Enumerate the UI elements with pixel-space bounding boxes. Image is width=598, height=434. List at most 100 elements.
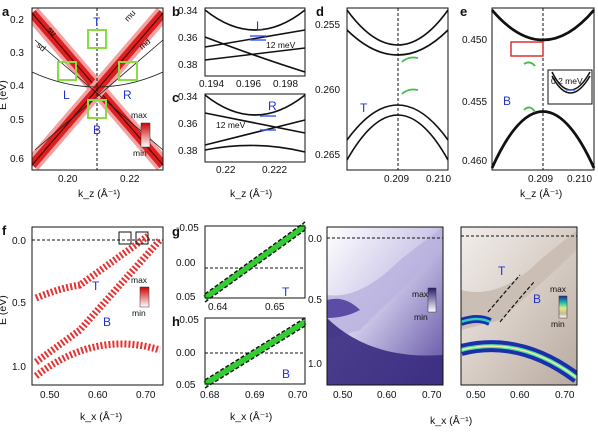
panel-j: j T B max min 0.50 0.60 0.70 [460,226,578,401]
svg-text:0.6: 0.6 [10,154,24,165]
svg-text:0.0: 0.0 [12,236,26,247]
ticks-e-y: 0.450 0.455 0.460 [462,35,487,167]
svg-text:0.70: 0.70 [136,390,156,401]
panel-label-g: g [172,224,180,239]
svg-text:0.69: 0.69 [245,390,265,401]
ticks-i-y: 0.0 0.5 1.0 [308,234,322,370]
svg-text:0.209: 0.209 [384,174,409,185]
svg-text:0.2: 0.2 [10,15,24,26]
panel-label-c: c [172,90,179,105]
svg-text:0.460: 0.460 [462,156,487,167]
panel-label-f: f [2,223,7,238]
svg-text:0.194: 0.194 [199,79,224,90]
svg-text:0.209: 0.209 [528,174,553,185]
node-label-f-B: B [103,315,111,329]
ticks-i-x: 0.50 0.60 0.70 [333,390,442,401]
ticks-g-x: 0.64 0.65 [208,302,285,313]
svg-text:1.0: 1.0 [308,359,322,370]
axis-label-i-x: k_x (Å⁻¹) [430,414,472,427]
svg-text:0.0: 0.0 [308,234,322,245]
axis-label-f-x: k_x (Å⁻¹) [80,410,122,423]
gap-label-c: 12 meV [216,120,246,130]
axis-label-f-y: E (eV) [0,295,9,325]
svg-text:0.70: 0.70 [288,390,308,401]
svg-text:0.36: 0.36 [178,33,198,44]
svg-text:0.00: 0.00 [176,348,196,359]
ticks-h-y: -0.05 0.00 0.05 [176,315,199,391]
gap-label-e: 0.2 meV [551,76,583,86]
colorbar-min-a: min [133,148,147,158]
panel-label-b: b [172,4,180,19]
colorbar-min-j: min [551,319,565,329]
node-label-e-B: B [503,94,511,108]
ticks-a-y: 0.2 0.3 0.4 0.5 0.6 [10,15,24,165]
gap-label-b: 12 meV [266,40,296,50]
svg-text:0.222: 0.222 [262,165,287,176]
svg-text:0.05: 0.05 [176,380,196,391]
svg-text:-0.05: -0.05 [176,315,199,326]
colorbar-min-f: min [132,308,146,318]
svg-text:1.0: 1.0 [12,362,26,373]
svg-text:0.68: 0.68 [200,390,220,401]
colorbar-min-i: min [414,312,428,322]
panel-i: i max min 0.0 0.5 1.0 0.50 0.60 0.70 k_x… [308,226,472,427]
ticks-c-y: 0.34 0.36 0.38 [178,92,198,157]
svg-text:0.60: 0.60 [510,390,530,401]
ticks-b-x: 0.194 0.196 0.198 [199,79,298,90]
svg-text:0.22: 0.22 [216,165,236,176]
svg-text:0.255: 0.255 [315,20,340,31]
axis-label-c-x: k_z (Å⁻¹) [230,187,272,200]
colorbar-max-j: max [550,284,567,294]
colorbar-i [427,287,437,313]
panel-e: e 0.2 meV B 0.450 0.455 0.460 0.209 0.21… [460,4,596,200]
svg-text:0.3: 0.3 [10,48,24,59]
colorbar-a [140,122,151,148]
panel-b: b L 12 meV 0.34 0.36 0.38 0.194 0.196 0.… [172,4,306,90]
svg-text:0.34: 0.34 [178,92,198,103]
node-label-g-T: T [282,285,290,299]
ticks-f-x: 0.50 0.60 0.70 [40,390,156,401]
panel-d: d T 0.255 0.260 0.265 0.209 0.210 [315,4,451,185]
svg-text:0.198: 0.198 [273,79,298,90]
svg-text:0.22: 0.22 [120,174,140,185]
ticks-b-y: 0.34 0.36 0.38 [178,6,198,71]
ticks-c-x: 0.22 0.222 [216,165,287,176]
node-label-h-B: B [282,367,290,381]
svg-text:0.20: 0.20 [58,174,78,185]
svg-text:0.36: 0.36 [178,119,198,130]
ticks-h-x: 0.68 0.69 0.70 [200,390,308,401]
node-label-T: T [93,15,101,29]
axis-label-e-x: k_z (Å⁻¹) [520,187,562,200]
svg-text:0.05: 0.05 [176,292,196,303]
svg-text:0.4: 0.4 [10,81,24,92]
axis-label-a-y: E (eV) [0,80,9,110]
svg-text:0.50: 0.50 [333,390,353,401]
svg-text:0.34: 0.34 [178,6,198,17]
node-label-B: B [93,123,101,137]
ticks-a-x: 0.20 0.22 [58,174,140,185]
ticks-e-x: 0.209 0.210 [528,174,592,185]
svg-text:0.455: 0.455 [462,97,487,108]
svg-text:0.210: 0.210 [426,174,451,185]
svg-text:0.5: 0.5 [308,295,322,306]
node-label-f-T: T [92,279,100,293]
svg-text:0.5: 0.5 [12,298,26,309]
node-label-j-T: T [498,264,506,278]
colorbar-f [139,286,150,308]
svg-text:0.5: 0.5 [10,115,24,126]
panel-label-d: d [316,4,324,19]
ticks-d-x: 0.209 0.210 [384,174,451,185]
panel-label-e: e [460,4,467,19]
node-label-c-R: R [268,99,277,113]
svg-text:0.265: 0.265 [315,150,340,161]
svg-text:0.450: 0.450 [462,35,487,46]
node-label-R: R [123,88,132,102]
colorbar-max-a: max [131,110,148,120]
panel-g: g T -0.05 0.00 0.05 0.64 0.65 [172,221,307,313]
svg-text:0.70: 0.70 [555,390,575,401]
svg-text:0.50: 0.50 [40,390,60,401]
svg-text:0.60: 0.60 [377,390,397,401]
svg-text:0.64: 0.64 [208,302,228,313]
axis-label-h-x: k_x (Å⁻¹) [230,410,272,423]
